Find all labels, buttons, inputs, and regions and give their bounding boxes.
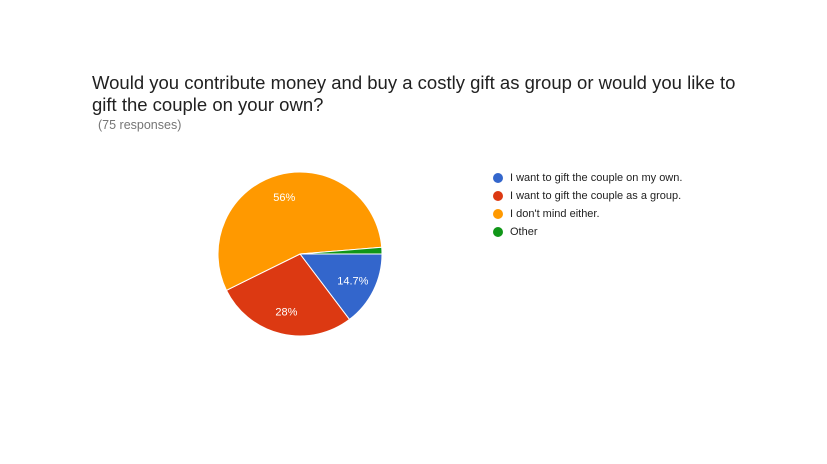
slice-data-label: 28% [275, 306, 297, 318]
chart-title: Would you contribute money and buy a cos… [92, 72, 736, 115]
legend-swatch-icon [493, 173, 503, 183]
legend-item[interactable]: I don't mind either. [493, 205, 682, 223]
pie-slice[interactable] [217, 171, 383, 291]
legend-label: I want to gift the couple on my own. [510, 172, 683, 184]
legend-item[interactable]: I want to gift the couple as a group. [493, 187, 682, 205]
legend-label: I don't mind either. [510, 208, 600, 220]
pie-slice[interactable] [299, 246, 383, 255]
legend-swatch-icon [493, 191, 503, 201]
legend-label: I want to gift the couple as a group. [510, 190, 682, 202]
chart-subtitle: (75 responses) [98, 118, 182, 132]
legend-swatch-icon [493, 227, 503, 237]
pie-slice[interactable] [298, 253, 383, 321]
pie-slice[interactable] [225, 253, 351, 337]
legend-item[interactable]: I want to gift the couple on my own. [493, 169, 682, 187]
slice-data-label: 56% [273, 192, 295, 204]
slice-data-label: 14.7% [337, 275, 368, 287]
legend-item[interactable]: Other [493, 223, 682, 241]
legend-label: Other [510, 226, 538, 238]
chart-legend: I want to gift the couple on my own. I w… [493, 169, 682, 241]
legend-swatch-icon [493, 209, 503, 219]
